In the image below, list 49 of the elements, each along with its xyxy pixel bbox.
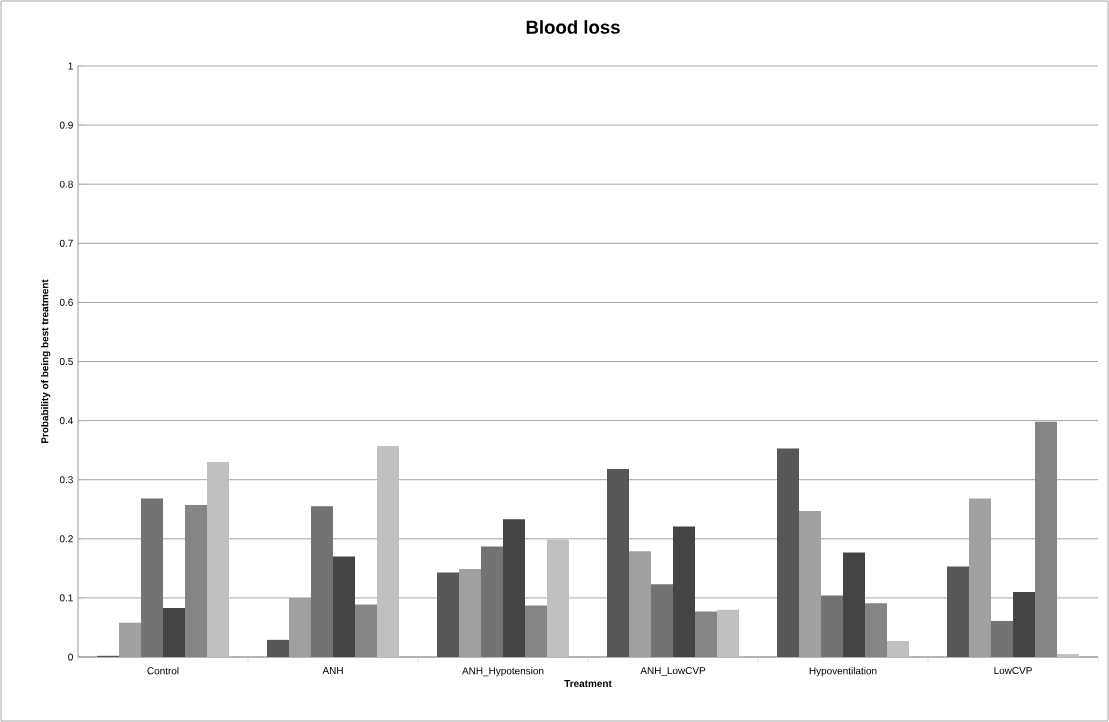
x-axis-title: Treatment xyxy=(564,680,612,688)
x-tick-label: LowCVP xyxy=(994,667,1032,675)
bar xyxy=(377,446,400,657)
bar xyxy=(163,607,186,657)
x-tick-label: ANH_Hypotension xyxy=(462,667,544,677)
bar xyxy=(991,620,1014,657)
bar xyxy=(887,641,910,657)
bar xyxy=(267,639,290,657)
bar xyxy=(481,546,504,657)
y-tick-label: 0.7 xyxy=(59,239,73,247)
y-axis-title: Probability of being best treatment xyxy=(41,279,51,444)
bar xyxy=(207,461,230,657)
bar xyxy=(547,539,570,657)
bar xyxy=(651,584,674,657)
bar xyxy=(333,556,356,657)
bar xyxy=(437,572,460,657)
bar xyxy=(947,566,970,657)
x-tick-label: ANH xyxy=(322,667,343,674)
bar xyxy=(673,526,696,657)
bar xyxy=(695,611,718,657)
chart-title: Blood loss xyxy=(526,20,620,34)
x-tick-label: ANH_LowCVP xyxy=(640,667,706,676)
bar xyxy=(717,609,740,657)
y-tick-label: 1 xyxy=(68,62,73,70)
y-tick-label: 0.6 xyxy=(59,298,73,306)
bar xyxy=(865,603,888,657)
bar xyxy=(185,505,208,657)
bar xyxy=(1013,591,1036,657)
y-tick-label: 0 xyxy=(68,653,73,661)
y-tick-label: 0.5 xyxy=(59,357,73,366)
x-tick-label: Control xyxy=(147,667,179,675)
bar xyxy=(525,605,548,657)
bar xyxy=(1035,421,1058,657)
x-tick-label: Hypoventilation xyxy=(809,667,877,677)
y-tick-label: 0.1 xyxy=(59,594,73,602)
y-tick-label: 0.2 xyxy=(59,535,73,543)
y-tick-label: 0.9 xyxy=(59,121,73,129)
y-tick-label: 0.8 xyxy=(59,180,73,188)
bar xyxy=(503,519,526,657)
bar xyxy=(843,552,866,657)
y-tick-label: 0.4 xyxy=(59,417,74,425)
bar xyxy=(355,604,378,657)
bar xyxy=(141,498,164,657)
bar xyxy=(607,469,630,657)
bar xyxy=(777,448,800,657)
bar xyxy=(1057,654,1080,657)
bar xyxy=(821,595,844,657)
y-tick-label: 0.3 xyxy=(59,476,73,484)
bar xyxy=(311,506,334,657)
